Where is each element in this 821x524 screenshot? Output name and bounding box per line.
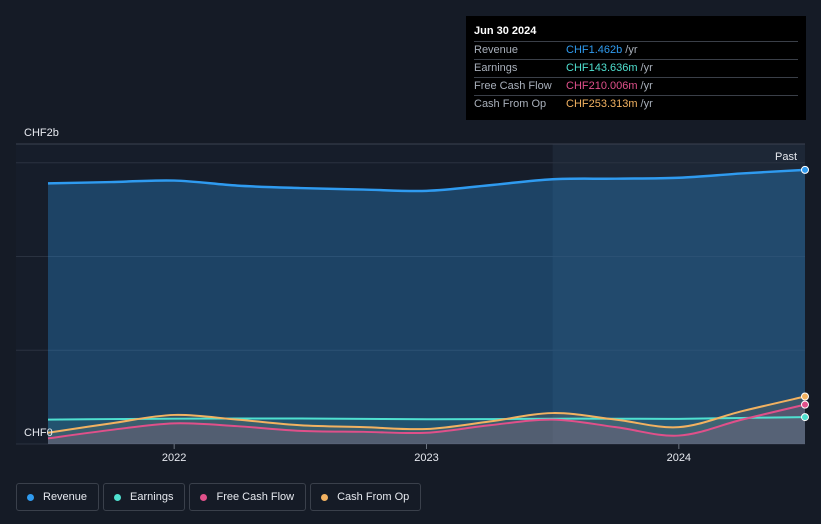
earnings-area bbox=[48, 417, 805, 444]
tooltip-value: CHF1.462b bbox=[566, 44, 623, 56]
legend-item-cash-from-op[interactable]: Cash From Op bbox=[310, 483, 422, 511]
past-label: Past bbox=[775, 151, 797, 163]
legend-label: Revenue bbox=[43, 491, 88, 503]
y-axis-top-label: CHF2b bbox=[24, 127, 59, 139]
legend-item-free-cash-flow[interactable]: Free Cash Flow bbox=[189, 483, 307, 511]
legend-dot-icon bbox=[200, 493, 208, 501]
legend-label: Free Cash Flow bbox=[216, 491, 295, 503]
tooltip-row-free-cash-flow: Free Cash Flow CHF210.006m /yr bbox=[474, 78, 798, 96]
tooltip-row-earnings: Earnings CHF143.636m /yr bbox=[474, 60, 798, 78]
tooltip-row-cash-from-op: Cash From Op CHF253.313m /yr bbox=[474, 96, 798, 113]
revenue-area bbox=[48, 169, 805, 444]
cash-from-op-area bbox=[48, 396, 805, 444]
cash-from-op-end-point bbox=[801, 392, 809, 401]
legend-label: Earnings bbox=[130, 491, 174, 503]
tooltip-unit: /yr bbox=[640, 98, 653, 110]
y-axis-bottom-label: CHF0 bbox=[24, 427, 53, 439]
earnings-end-point bbox=[801, 413, 809, 422]
revenue-line bbox=[47, 168, 806, 193]
free-cash-flow-end-point bbox=[801, 400, 809, 409]
legend-item-revenue[interactable]: Revenue bbox=[16, 483, 100, 511]
legend-item-earnings[interactable]: Earnings bbox=[103, 483, 186, 511]
tooltip-label: Free Cash Flow bbox=[474, 80, 552, 92]
past-region-shade bbox=[552, 144, 805, 444]
chart-legend: Revenue Earnings Free Cash Flow Cash Fro… bbox=[16, 483, 422, 511]
legend-label: Cash From Op bbox=[337, 491, 410, 503]
tooltip-row-revenue: Revenue CHF1.462b /yr bbox=[474, 42, 798, 60]
tooltip-label: Revenue bbox=[474, 44, 519, 56]
legend-dot-icon bbox=[114, 493, 122, 501]
tooltip-value: CHF253.313m bbox=[566, 98, 638, 110]
tooltip-date: Jun 30 2024 bbox=[474, 24, 798, 42]
free-cash-flow-line bbox=[47, 403, 806, 440]
x-tick-label: 2024 bbox=[667, 452, 691, 464]
legend-dot-icon bbox=[321, 493, 329, 501]
tooltip-value: CHF210.006m bbox=[566, 80, 638, 92]
legend-dot-icon bbox=[27, 493, 34, 501]
tooltip-unit: /yr bbox=[625, 44, 638, 56]
x-tick-label: 2023 bbox=[414, 452, 438, 464]
cash-from-op-line bbox=[47, 395, 806, 434]
x-tick-label: 2022 bbox=[162, 452, 186, 464]
revenue-end-point bbox=[801, 165, 809, 174]
tooltip-panel: Jun 30 2024 Revenue CHF1.462b /yr Earnin… bbox=[466, 16, 806, 120]
free-cash-flow-area bbox=[48, 404, 805, 444]
tooltip-label: Earnings bbox=[474, 62, 518, 74]
tooltip-unit: /yr bbox=[640, 62, 653, 74]
tooltip-unit: /yr bbox=[640, 80, 653, 92]
tooltip-label: Cash From Op bbox=[474, 98, 547, 110]
earnings-line bbox=[47, 416, 806, 421]
tooltip-value: CHF143.636m bbox=[566, 62, 638, 74]
